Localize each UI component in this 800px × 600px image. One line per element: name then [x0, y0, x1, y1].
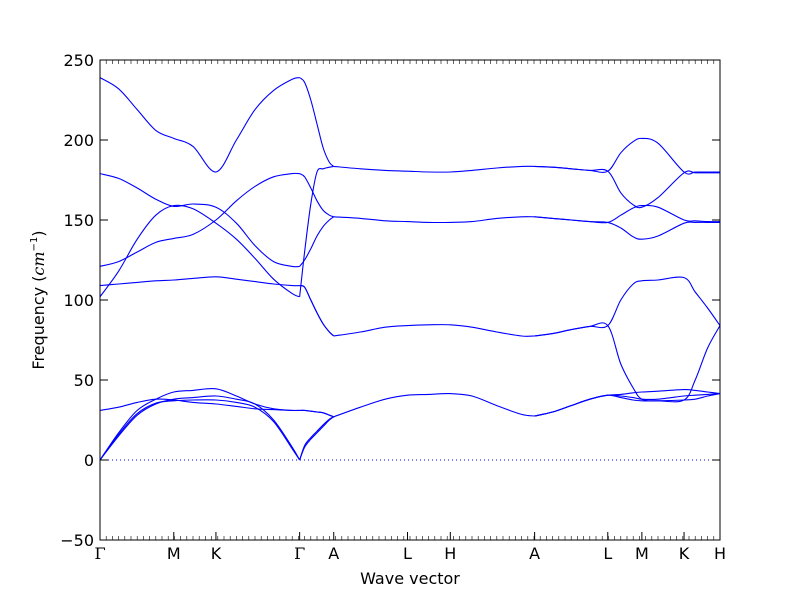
- band-line-seg0-b8: [99, 77, 300, 173]
- band-line-seg1-b1: [299, 416, 335, 461]
- y-tick-label: 200: [63, 131, 94, 150]
- x-tick-label-H: H: [714, 544, 726, 563]
- x-tick-label-K: K: [679, 544, 690, 563]
- band-line-seg0-b1: [99, 399, 301, 461]
- band-line-seg1-b8: [299, 173, 334, 218]
- band-line-seg1-b4: [299, 165, 334, 297]
- band-line-seg3-b8: [534, 137, 720, 175]
- band-line-seg3-b4: [534, 276, 721, 337]
- y-axis-label: Frequency (cm−1): [29, 230, 48, 369]
- y-tick-label: 250: [63, 51, 94, 70]
- band-line-seg1-b7: [299, 216, 335, 267]
- band-line-seg1-b0: [299, 416, 335, 461]
- x-tick-label-M: M: [635, 544, 649, 563]
- band-line-seg0-b4: [99, 276, 300, 287]
- band-line-seg3-b6: [534, 204, 721, 224]
- band-line-seg3-b1: [534, 393, 721, 417]
- band-line-seg0-b2: [99, 388, 300, 461]
- x-tick-label-Γ: Γ: [294, 544, 305, 563]
- band-line-seg1-b9: [299, 77, 335, 167]
- x-tick-label-L: L: [403, 544, 412, 563]
- x-tick-label-L: L: [603, 544, 612, 563]
- y-tick-label: 50: [74, 371, 94, 390]
- band-line-seg1-b6: [299, 285, 335, 337]
- x-tick-label-A: A: [328, 544, 339, 563]
- band-line-seg1-b2: [299, 409, 334, 418]
- y-axis-label-main: Frequency (: [29, 276, 48, 370]
- band-line-seg2-b3: [333, 165, 535, 173]
- y-tick-label: 100: [63, 291, 94, 310]
- band-line-seg2-b1: [333, 324, 535, 337]
- band-line-seg0-b6: [99, 172, 300, 267]
- x-tick-label-M: M: [167, 544, 181, 563]
- band-line-seg2-b2: [333, 216, 535, 224]
- band-line-seg1-b3: [299, 409, 334, 418]
- y-axis-label-close: ): [29, 230, 48, 236]
- x-tick-label-A: A: [529, 544, 540, 563]
- band-line-seg0-b7: [99, 173, 300, 268]
- band-line-seg3-b5: [534, 216, 720, 240]
- plot-frame: [99, 59, 721, 541]
- band-line-seg0-b0: [99, 395, 301, 461]
- band-line-seg0-b3: [99, 398, 300, 412]
- band-line-seg0-b5: [99, 204, 300, 298]
- y-tick-label: 0: [84, 451, 94, 470]
- x-tick-label-K: K: [211, 544, 222, 563]
- band-line-seg3-b0: [534, 389, 721, 417]
- y-axis-label-unit: cm: [29, 251, 48, 275]
- band-line-seg1-b5: [299, 285, 335, 337]
- y-axis-label-exponent: −1: [29, 237, 40, 252]
- x-axis-label: Wave vector: [360, 569, 460, 588]
- band-line-seg3-b2: [534, 393, 721, 417]
- x-tick-label-Γ: Γ: [94, 544, 105, 563]
- x-tick-label-H: H: [444, 544, 456, 563]
- band-line-seg2-b0: [333, 392, 535, 418]
- y-tick-label: 150: [63, 211, 94, 230]
- y-tick-label: −50: [60, 531, 94, 550]
